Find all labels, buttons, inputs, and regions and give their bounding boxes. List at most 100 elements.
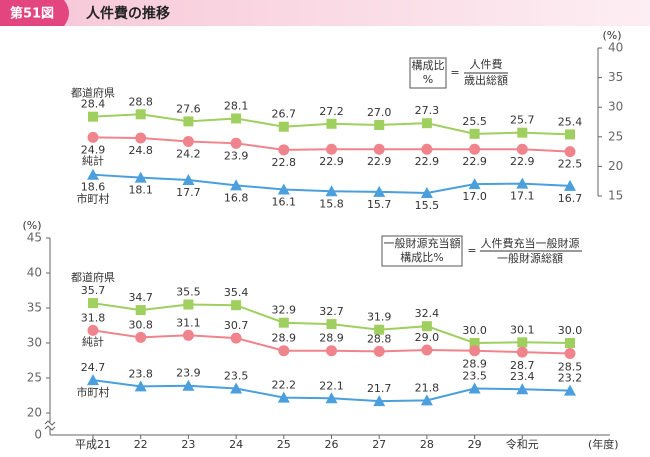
- marker: [230, 179, 243, 191]
- value-label: 25.4: [558, 115, 583, 128]
- value-label: 23.5: [462, 370, 487, 383]
- value-label: 23.2: [558, 372, 583, 385]
- marker: [88, 298, 98, 309]
- marker: [87, 324, 99, 336]
- y-tick-label: 25: [608, 129, 623, 143]
- formula-numerator: 人件費: [470, 57, 503, 71]
- axis-break: [44, 420, 56, 431]
- x-tick-label: 26: [325, 438, 339, 451]
- y-tick-label: 30: [27, 336, 42, 350]
- marker: [420, 187, 433, 199]
- formula-left: 構成比%: [400, 251, 443, 264]
- marker: [469, 128, 480, 139]
- value-label: 15.8: [319, 197, 344, 210]
- x-tick-label: 27: [372, 438, 386, 451]
- value-label: 24.2: [176, 148, 201, 161]
- marker: [230, 382, 243, 394]
- series-name: 都道府県: [71, 86, 115, 100]
- marker: [469, 345, 481, 357]
- marker: [374, 119, 385, 130]
- value-label: 24.7: [81, 361, 106, 374]
- value-label: 32.4: [415, 307, 440, 320]
- y-tick-label: 35: [27, 301, 42, 315]
- formula-left: 構成比: [412, 59, 445, 72]
- value-label: 22.9: [510, 155, 535, 168]
- y-unit: (%): [602, 29, 621, 42]
- series-name: 市町村: [77, 192, 110, 206]
- marker: [231, 113, 242, 124]
- value-label: 22.2: [272, 379, 297, 392]
- marker: [564, 384, 576, 396]
- axis-break-gap: [44, 422, 56, 428]
- marker: [420, 394, 433, 406]
- marker: [516, 143, 528, 155]
- series-name: 市町村: [77, 385, 110, 399]
- marker: [469, 143, 481, 155]
- value-label: 31.9: [367, 311, 392, 324]
- value-label: 32.9: [272, 304, 297, 317]
- marker: [565, 338, 575, 348]
- value-label: 27.2: [319, 105, 344, 118]
- value-label: 35.5: [176, 286, 201, 299]
- x-tick-label: 29: [468, 438, 482, 451]
- marker: [87, 374, 99, 386]
- value-label: 26.7: [272, 108, 297, 121]
- x-tick-label: 28: [420, 438, 434, 451]
- value-label: 31.8: [81, 311, 106, 324]
- marker: [278, 345, 290, 357]
- value-label: 21.7: [367, 382, 392, 395]
- marker: [87, 131, 99, 143]
- formula-equals: =: [467, 244, 476, 257]
- marker: [230, 137, 242, 149]
- value-label: 22.1: [319, 379, 344, 392]
- marker: [230, 332, 242, 344]
- marker: [135, 109, 146, 120]
- marker: [277, 391, 290, 403]
- marker: [468, 382, 481, 394]
- y-tick-label: 40: [27, 266, 42, 280]
- marker: [517, 127, 528, 138]
- value-label: 30.1: [510, 323, 535, 336]
- marker: [278, 144, 290, 156]
- marker: [421, 321, 432, 332]
- value-label: 18.1: [128, 184, 153, 197]
- marker: [326, 319, 337, 330]
- formula-denominator: 歳出総額: [464, 73, 508, 87]
- value-label: 35.4: [224, 286, 249, 299]
- marker: [135, 331, 147, 343]
- value-label: 30.0: [462, 324, 487, 337]
- marker: [278, 317, 289, 328]
- marker: [326, 118, 337, 129]
- marker: [88, 111, 98, 122]
- marker: [134, 171, 147, 183]
- value-label: 27.3: [415, 104, 440, 117]
- marker: [421, 344, 433, 356]
- value-label: 35.7: [81, 284, 106, 297]
- value-label: 25.7: [510, 114, 535, 127]
- x-tick-label: 平成21: [75, 438, 111, 451]
- value-label: 16.7: [558, 192, 583, 205]
- y-tick-label: 15: [608, 189, 623, 203]
- y-tick-label: 45: [27, 231, 42, 245]
- marker: [277, 183, 290, 195]
- value-label: 30.7: [224, 319, 249, 332]
- series-name: 純計: [82, 334, 104, 348]
- series-name: 純計: [82, 153, 104, 167]
- badge: 第51図: [10, 6, 54, 22]
- marker: [182, 329, 194, 341]
- formula-numerator: 人件費充当一般財源: [481, 236, 580, 250]
- value-label: 23.4: [510, 370, 535, 383]
- y-tick-label: 30: [608, 100, 623, 114]
- marker: [325, 392, 338, 404]
- marker: [326, 143, 337, 155]
- marker: [373, 395, 386, 407]
- marker: [182, 136, 194, 148]
- marker: [135, 305, 146, 316]
- value-label: 23.5: [224, 370, 249, 383]
- y-tick-label: 25: [27, 371, 42, 385]
- marker: [421, 118, 432, 129]
- marker: [87, 168, 99, 180]
- x-tick-label: 25: [277, 438, 291, 451]
- value-label: 24.9: [81, 143, 106, 156]
